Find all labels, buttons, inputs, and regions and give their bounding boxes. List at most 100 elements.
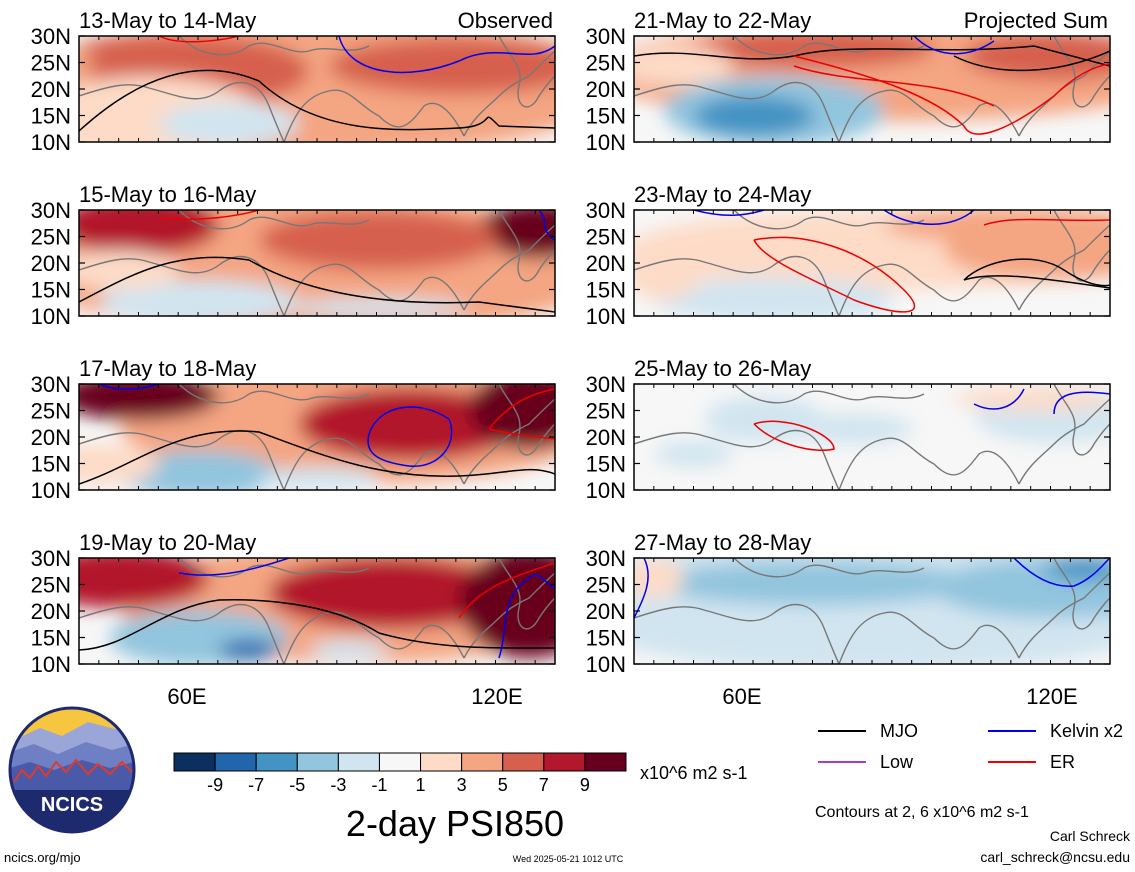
panel-field [634, 558, 1110, 664]
field-blob [219, 640, 279, 660]
panel-title: 27-May to 28-May [634, 530, 811, 555]
colorbar-swatch [543, 752, 586, 772]
field-blob [159, 102, 299, 142]
coastline [733, 384, 925, 404]
field-blob [654, 561, 974, 605]
field-blob [119, 450, 279, 490]
coastline [1053, 210, 1110, 282]
colorbar-units: x10^6 m2 s-1 [640, 763, 748, 783]
legend-label: Low [880, 752, 914, 772]
panel-title: 17-May to 18-May [79, 356, 256, 381]
field-blob [309, 640, 389, 660]
panel-field [79, 558, 555, 664]
coastline [838, 263, 1020, 316]
coastline [1053, 384, 1110, 456]
panel-title: 15-May to 16-May [79, 182, 256, 207]
system-contour [793, 65, 995, 107]
lat-tick-label: 30N [31, 24, 71, 49]
coastline [463, 50, 555, 137]
system-contour [983, 218, 1110, 226]
system-contour [634, 558, 649, 619]
field-blob [654, 440, 734, 468]
system-contour [538, 210, 555, 241]
lat-tick-label: 15N [586, 626, 626, 651]
coastline [1018, 398, 1110, 485]
system-contour [634, 45, 1110, 67]
system-contour [963, 275, 1110, 289]
lat-tick-label: 25N [586, 399, 626, 424]
panel-title: 21-May to 22-May [634, 8, 811, 33]
colorbar-tick-label: -1 [371, 775, 387, 795]
colorbar-swatch [584, 752, 627, 772]
panel-title: 19-May to 20-May [79, 530, 256, 555]
site-link[interactable]: ncics.org/mjo [4, 850, 81, 865]
system-contour [79, 430, 555, 485]
coastline [79, 603, 285, 664]
field-blob [79, 36, 259, 62]
system-contour [338, 36, 555, 74]
coastline [498, 558, 555, 630]
lat-tick-label: 30N [586, 24, 626, 49]
system-contour [158, 36, 240, 43]
lat-tick-label: 20N [586, 251, 626, 276]
lat-tick-label: 10N [31, 652, 71, 677]
colorbar-tick-label: 3 [457, 775, 467, 795]
panels-layer: 13-May to 14-May Observed30N25N20N15N10N1… [31, 8, 1111, 709]
coastline [178, 384, 370, 404]
lat-tick-label: 10N [586, 478, 626, 503]
panel-title: 25-May to 26-May [634, 356, 811, 381]
field-blob [79, 250, 179, 290]
field-blob [299, 388, 519, 460]
coastline [1053, 36, 1110, 108]
system-contour [367, 406, 453, 467]
legend-layer: MJO Kelvin x2 Low ER [818, 721, 1123, 772]
coastline [838, 437, 1020, 490]
lat-tick-label: 20N [586, 599, 626, 624]
lat-tick-label: 15N [31, 626, 71, 651]
field-blob [259, 467, 379, 490]
system-contour [883, 210, 975, 225]
email-link[interactable]: carl_schreck@ncsu.edu [980, 849, 1130, 865]
colorbar-tick-label: -7 [248, 775, 264, 795]
legend-label: ER [1050, 752, 1075, 772]
colorbar-tick-label: -3 [330, 775, 346, 795]
coastline [634, 255, 840, 316]
lat-tick-label: 10N [586, 304, 626, 329]
system-contour [693, 210, 765, 217]
coastline [463, 398, 555, 485]
system-contour [753, 236, 916, 313]
ncics-logo[interactable]: NCICS [8, 706, 136, 834]
coastline [498, 36, 555, 108]
coastline [838, 611, 1020, 664]
system-contour [973, 388, 1025, 410]
legend-item-mjo: MJO [818, 721, 918, 741]
field-blob [289, 298, 469, 316]
field-blob [259, 210, 499, 270]
field-blob [79, 384, 219, 420]
system-contour [498, 574, 555, 659]
coastline [498, 384, 555, 456]
column-label: Observed [458, 8, 553, 33]
coastline [1018, 50, 1110, 137]
colorbar-tick-label: 9 [580, 775, 590, 795]
lat-tick-label: 30N [586, 372, 626, 397]
lat-tick-label: 20N [586, 425, 626, 450]
lat-tick-label: 10N [586, 652, 626, 677]
coastline [283, 263, 465, 316]
legend-label: MJO [880, 721, 918, 741]
coastline [1018, 224, 1110, 311]
lat-tick-label: 20N [586, 77, 626, 102]
system-contour [178, 558, 290, 576]
colorbar-layer: -9 -7 -5 -3 -1 1 3 5 7 9 [173, 752, 627, 795]
panel-field [79, 384, 555, 490]
coastline [498, 210, 555, 282]
colorbar-tick-label: -9 [207, 775, 223, 795]
system-contour [98, 384, 160, 390]
lat-tick-label: 15N [31, 452, 71, 477]
coastline [463, 572, 555, 659]
field-blob [79, 444, 159, 484]
lat-tick-label: 15N [586, 104, 626, 129]
